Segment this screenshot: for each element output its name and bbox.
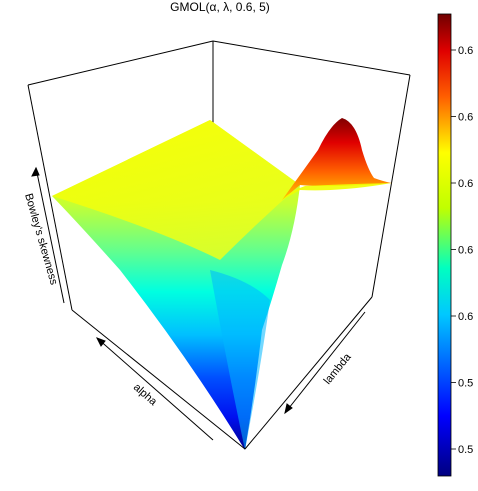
colorbar: 0.5 0.5 0.6 0.6 0.6 0.6 0.6 [437,13,473,477]
surface-top-sheet [52,120,300,260]
colorbar-tick-label: 0.6 [458,112,473,124]
chart-title: GMOL(α, λ, 0.6, 5) [170,0,270,14]
yaxis-label: lambda [322,351,355,387]
colorbar-tick-label: 0.5 [458,444,473,456]
colorbar-tick-label: 0.5 [458,378,473,390]
surface [52,118,392,450]
colorbar-fill [437,13,452,477]
colorbar-tick-label: 0.6 [458,311,473,323]
axis-arrows [31,166,366,441]
box-front-edges [71,296,373,450]
zaxis-arrow [35,167,65,304]
xaxis-arrow [96,337,214,441]
colorbar-tick-label: 0.6 [458,178,473,190]
yaxis-arrow [284,311,366,414]
colorbar-tick-label: 0.6 [458,245,473,257]
colorbar-ticks: 0.5 0.5 0.6 0.6 0.6 0.6 0.6 [451,45,473,456]
zaxis-label: Bowley's skewness [22,192,60,287]
colorbar-tick-label: 0.6 [458,45,473,57]
surface-peak-base [282,183,392,200]
surface-peak [282,118,392,200]
surface-front-fold [210,270,270,450]
xaxis-label: alpha [131,381,160,408]
